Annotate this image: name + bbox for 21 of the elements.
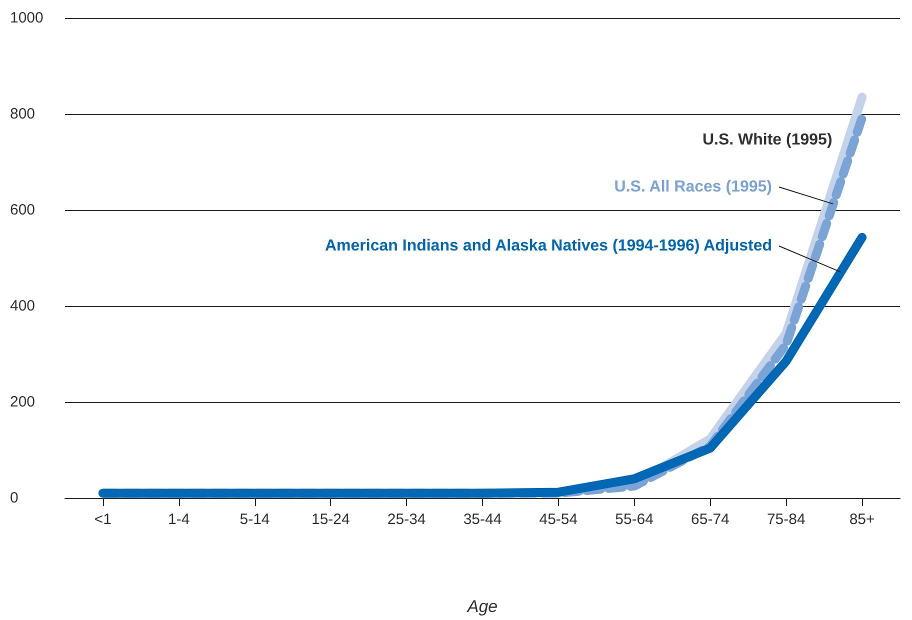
x-tick-label: 1-4 [168, 511, 190, 528]
x-tick-label: 5-14 [240, 511, 270, 528]
y-tick-label: 200 [10, 394, 36, 410]
y-tick-label: 400 [10, 298, 36, 314]
text: U.S. All Races (1995) [614, 178, 772, 196]
x-tick-label: 75-84 [766, 511, 806, 528]
y-tick-label: 1000 [10, 10, 44, 26]
x-tick-label: 25-34 [387, 511, 426, 528]
y-tick-label: 800 [10, 106, 36, 122]
text: American Indians and Alaska Natives (1994-1996) Adjusted [325, 238, 772, 254]
x-tick-label: 35-44 [463, 511, 502, 528]
x-tick-label: 65-74 [691, 511, 730, 528]
x-tick-label: <1 [94, 511, 112, 528]
x-tick-label: 45-54 [539, 511, 578, 528]
x-axis-title: Age [466, 597, 498, 616]
series-label: U.S. White (1995) [702, 132, 832, 148]
y-tick-label: 0 [10, 490, 18, 506]
x-tick-label: 15-24 [311, 511, 350, 528]
x-tick-label: 85+ [849, 511, 876, 528]
x-tick-label: 55-64 [615, 511, 654, 528]
y-tick-label: 600 [10, 202, 36, 218]
